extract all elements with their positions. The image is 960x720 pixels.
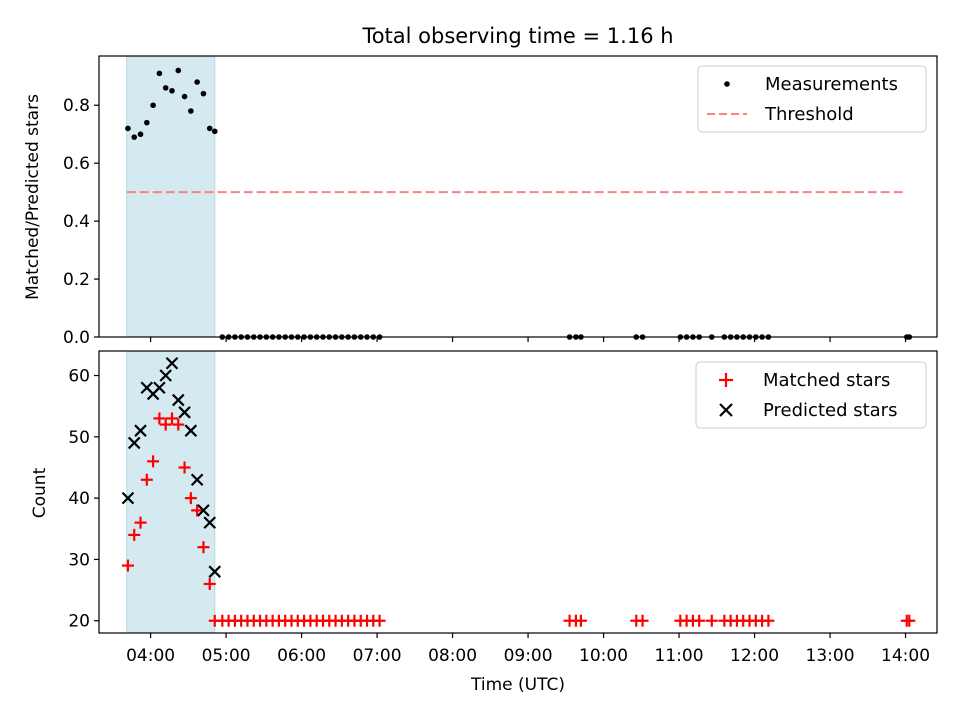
measurement-point [181, 93, 188, 100]
x-tick-label: 07:00 [353, 646, 402, 666]
matched-star-point [147, 455, 160, 468]
predicted-star-point [134, 424, 147, 437]
predicted-star-point [203, 516, 217, 529]
bottom-y-ticks: 20 30 40 50 60 [68, 367, 99, 632]
matched-star-point [121, 559, 134, 572]
matched-star-point [191, 504, 204, 517]
legend-matched-label: Matched stars [763, 370, 890, 391]
predicted-star-points [121, 356, 222, 578]
x-tick-label: 13:00 [806, 646, 855, 666]
matched-star-point [197, 541, 210, 554]
legend-measurements-label: Measurements [765, 74, 898, 95]
bottom-y-tick-label: 30 [68, 550, 90, 570]
matched-star-point [172, 418, 185, 431]
predicted-star-point [121, 491, 135, 505]
matched-star-point [203, 577, 216, 590]
bottom-y-tick-label: 60 [68, 367, 90, 387]
bottom-y-tick-label: 20 [68, 612, 90, 632]
measurement-point [169, 87, 175, 94]
matched-star-point [574, 614, 587, 627]
matched-star-point [128, 528, 141, 541]
matched-star-point [903, 614, 916, 627]
legend-threshold-label: Threshold [764, 104, 854, 125]
matched-star-points [121, 412, 916, 627]
bottom-y-axis-label: Count [30, 467, 50, 518]
matched-star-point [178, 461, 191, 474]
top-highlight-span [126, 55, 216, 338]
matched-star-point [184, 492, 197, 505]
predicted-star-point [208, 565, 222, 578]
chart-title: Total observing time = 1.16 h [361, 24, 673, 48]
measurement-point [125, 125, 131, 132]
top-y-tick-label: 0.8 [63, 96, 90, 116]
x-tick-label: 11:00 [655, 646, 704, 666]
measurement-point [211, 128, 218, 135]
matched-star-point [159, 418, 172, 431]
matched-star-point [762, 614, 775, 627]
matched-star-point [705, 614, 718, 627]
top-axes-frame [98, 55, 938, 338]
matched-star-point [134, 516, 147, 529]
x-tick-label: 09:00 [504, 646, 553, 666]
legend-matched-marker [719, 373, 733, 387]
bottom-x-ticks: 04:00 05:00 06:00 07:00 08:00 09:00 10:00 11:00… [126, 633, 930, 666]
measurement-point [200, 90, 207, 97]
top-y-tick-label: 0.0 [63, 328, 90, 348]
bottom-highlight-span [126, 350, 216, 634]
predicted-star-point [184, 424, 198, 437]
predicted-star-point [178, 406, 191, 419]
predicted-star-point [197, 504, 210, 517]
x-axis-label: Time (UTC) [470, 675, 565, 695]
top-panel: 0.00.20.40.60.8 Matched/Predicted stars … [23, 55, 938, 348]
top-y-ticks: 0.0 0.2 0.4 0.6 0.8 [63, 96, 99, 348]
predicted-star-point [127, 436, 141, 450]
matched-star-point [693, 614, 706, 627]
measurement-point [175, 67, 182, 74]
matched-star-point [140, 473, 153, 486]
matched-star-point [636, 614, 649, 627]
legend-predicted-label: Predicted stars [763, 400, 897, 421]
predicted-star-point [159, 369, 172, 382]
matched-star-point [153, 412, 166, 425]
measurement-point [206, 125, 213, 132]
bottom-axes-frame [98, 350, 938, 634]
measurement-point [156, 70, 163, 77]
predicted-star-point [171, 393, 185, 407]
legend-measurements-marker [724, 81, 730, 87]
measurement-point [144, 119, 150, 126]
x-tick-label: 04:00 [126, 646, 175, 666]
x-tick-label: 14:00 [881, 646, 930, 666]
top-y-tick-label: 0.4 [63, 212, 90, 232]
predicted-star-point [153, 381, 166, 395]
x-tick-label: 06:00 [277, 646, 326, 666]
top-y-tick-label: 0.6 [63, 154, 90, 174]
bottom-legend[interactable]: Matched stars Predicted stars [695, 361, 927, 429]
bottom-y-tick-label: 50 [68, 428, 90, 448]
measurement-point [188, 108, 194, 114]
measurement-point [194, 79, 200, 85]
x-tick-label: 10:00 [579, 646, 628, 666]
top-legend[interactable]: Measurements Threshold [697, 65, 927, 133]
top-y-axis-label: Matched/Predicted stars [23, 94, 43, 300]
x-tick-label: 12:00 [730, 646, 779, 666]
measurement-point [131, 134, 138, 140]
measurement-point [150, 102, 156, 109]
measurement-point [162, 85, 169, 91]
top-y-tick-label: 0.2 [63, 270, 90, 290]
predicted-star-point [165, 356, 179, 370]
matched-star-point [373, 614, 386, 627]
matched-star-point [165, 412, 178, 425]
x-tick-label: 08:00 [428, 646, 477, 666]
x-tick-label: 05:00 [202, 646, 251, 666]
measurement-point [137, 131, 144, 138]
bottom-panel: 20 30 40 50 60 04:00 05:00 06:00 07:00 08:00 09:0… [30, 350, 938, 695]
predicted-star-point [190, 473, 204, 487]
bottom-y-tick-label: 40 [68, 489, 90, 509]
legend-predicted-marker [719, 403, 733, 417]
